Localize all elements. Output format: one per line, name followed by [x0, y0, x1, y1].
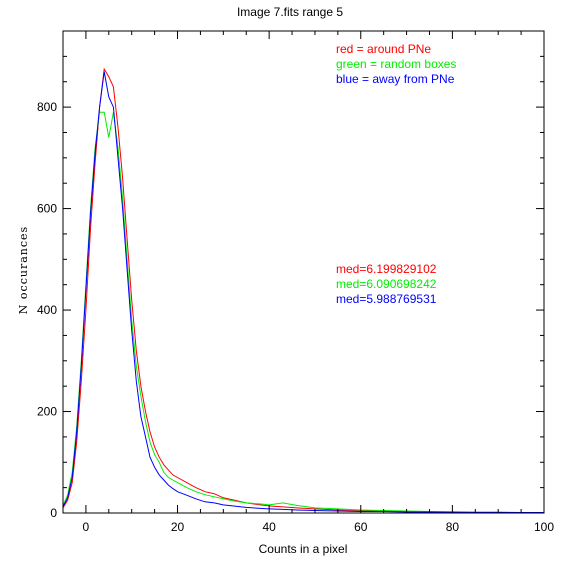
x-tick-label: 60	[354, 520, 368, 534]
series-line-3	[62, 71, 544, 513]
y-tick-label: 400	[37, 303, 57, 317]
median-annotations: med=6.199829102med=6.090698242med=5.9887…	[336, 262, 437, 306]
median-annotation: med=5.988769531	[336, 292, 437, 306]
series-line-1	[62, 67, 544, 513]
y-tick-label: 800	[37, 100, 57, 114]
x-tick-label: 20	[171, 520, 185, 534]
x-tick-label: 100	[534, 520, 554, 534]
legend-entry: green = random boxes	[336, 57, 456, 71]
x-tick-label: 0	[83, 520, 90, 534]
chart-title: Image 7.fits range 5	[237, 5, 343, 19]
median-annotation: med=6.199829102	[336, 262, 437, 276]
series-line-2	[62, 111, 544, 513]
legend-entry: red = around PNe	[336, 42, 431, 56]
legend-entry: blue = away from PNe	[336, 72, 455, 86]
y-tick-label: 200	[37, 405, 57, 419]
median-annotation: med=6.090698242	[336, 277, 437, 291]
y-tick-label: 0	[50, 506, 57, 520]
x-tick-label: 40	[262, 520, 276, 534]
y-axis-label: N occurances	[17, 226, 30, 314]
y-tick-label: 600	[37, 202, 57, 216]
plot-frame	[62, 30, 545, 514]
x-axis-label: Counts in a pixel	[259, 542, 348, 556]
series-layer	[62, 67, 544, 513]
ticks-layer: 0 20 40 60 80 100 0 200 400 600 800	[37, 31, 554, 534]
x-tick-label: 80	[446, 520, 460, 534]
